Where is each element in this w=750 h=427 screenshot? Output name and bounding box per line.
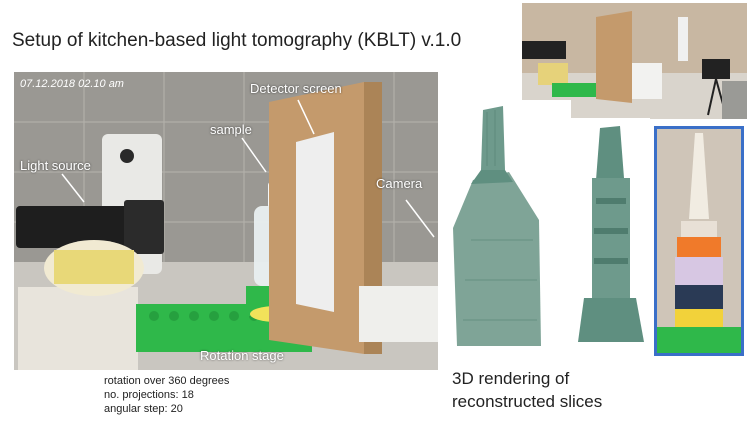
lego-tower-photo-illustration	[657, 129, 741, 353]
setup-photo-illustration	[14, 72, 438, 370]
label-camera: Camera	[376, 176, 423, 191]
label-rotation-stage: Rotation stage	[200, 348, 284, 363]
label-sample: sample	[210, 122, 252, 137]
acquisition-parameters: rotation over 360 degrees no. projection…	[104, 374, 229, 416]
label-light-source: Light source	[20, 158, 91, 173]
param-rotation: rotation over 360 degrees	[104, 375, 230, 387]
render-lego-tower	[570, 118, 650, 360]
label-detector-screen: Detector screen	[250, 81, 342, 96]
caption-line-1: 3D rendering of	[452, 369, 570, 388]
slide-title: Setup of kitchen-based light tomography …	[12, 30, 462, 51]
overview-photo	[522, 3, 747, 119]
render-lego-tower-illustration	[578, 126, 644, 342]
caption-line-2: reconstructed slices	[452, 392, 603, 411]
param-angular-step: angular step: 20	[104, 403, 183, 415]
render-bottle	[443, 100, 571, 362]
setup-photo: 07.12.2018 02.10 am Light source sample …	[14, 72, 438, 370]
lego-tower-photo	[654, 126, 744, 356]
photo-timestamp: 07.12.2018 02.10 am	[20, 78, 124, 90]
param-projections: no. projections: 18	[104, 389, 194, 401]
render-caption: 3D rendering of reconstructed slices	[452, 367, 602, 413]
render-bottle-illustration	[453, 106, 541, 346]
overview-photo-illustration	[522, 3, 747, 119]
